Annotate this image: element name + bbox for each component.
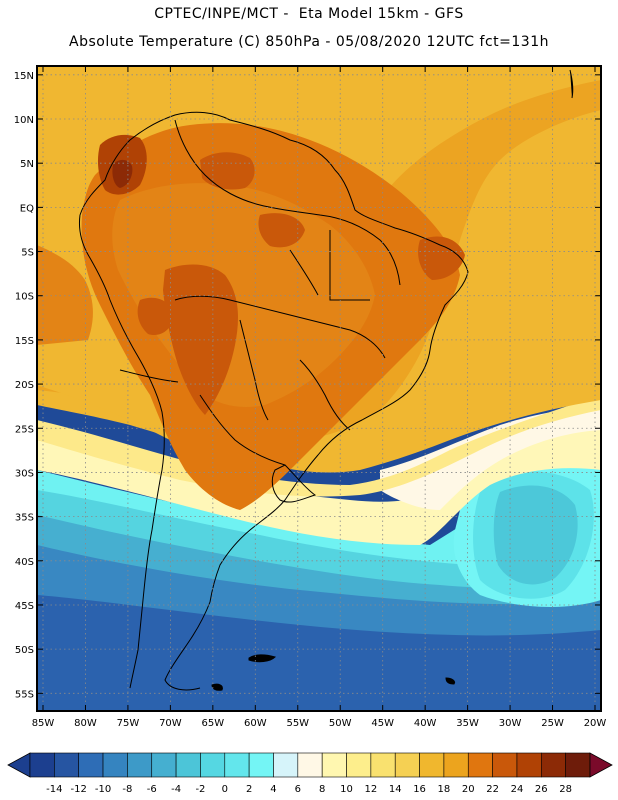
- colorbar-swatch: [370, 752, 396, 778]
- lon-label: 70W: [159, 718, 182, 729]
- lon-label: 30W: [499, 718, 522, 729]
- lon-label: 25W: [541, 718, 564, 729]
- colorbar-min-arrow: [7, 752, 31, 778]
- colorbar-label: -2: [195, 784, 205, 795]
- colorbar-label: 10: [340, 784, 353, 795]
- colorbar-swatch: [127, 752, 153, 778]
- colorbar-label: 8: [319, 784, 325, 795]
- colorbar-label: -12: [71, 784, 87, 795]
- lon-label: 20W: [584, 718, 607, 729]
- colorbar-label: 6: [295, 784, 301, 795]
- colorbar-swatch: [492, 752, 518, 778]
- colorbar-label: -6: [147, 784, 157, 795]
- lat-label: 10S: [15, 292, 34, 303]
- colorbar-swatch: [565, 752, 591, 778]
- colorbar-swatch: [443, 752, 469, 778]
- colorbar-label: 26: [535, 784, 548, 795]
- colorbar-label: 4: [270, 784, 276, 795]
- colorbar-label: -8: [122, 784, 132, 795]
- colorbar-swatch: [29, 752, 55, 778]
- colorbar-swatch: [346, 752, 372, 778]
- colorbar-swatch: [419, 752, 445, 778]
- colorbar-swatch: [394, 752, 420, 778]
- colorbar-label: -14: [46, 784, 62, 795]
- lat-label: 15S: [15, 336, 34, 347]
- colorbar-swatch: [54, 752, 79, 778]
- lat-label: 50S: [15, 645, 34, 656]
- colorbar-swatch: [297, 752, 323, 778]
- colorbar-swatch: [200, 752, 226, 778]
- lat-label: 45S: [15, 601, 34, 612]
- lat-label: 20S: [15, 380, 34, 391]
- lat-label: 5N: [20, 159, 34, 170]
- colorbar-label: 2: [246, 784, 252, 795]
- lon-label: 35W: [456, 718, 479, 729]
- lat-label: 55S: [15, 689, 34, 700]
- colorbar-labels: -14 -12 -10 -8 -6 -4 -2 0 2 4 6 8 10 12 14 16 18 20 22 24 26…: [46, 784, 572, 795]
- colorbar-label: 18: [438, 784, 451, 795]
- colorbar-swatch: [78, 752, 104, 778]
- colorbar-label: 28: [559, 784, 572, 795]
- map-title-line1: CPTEC/INPE/MCT - Eta Model 15km - GFS: [154, 6, 464, 22]
- lon-label: 75W: [117, 718, 140, 729]
- colorbar-swatch: [224, 752, 250, 778]
- colorbar-label: 24: [511, 784, 524, 795]
- colorbar: [7, 752, 613, 778]
- lon-label: 50W: [329, 718, 352, 729]
- map-title-line2: Absolute Temperature (C) 850hPa - 05/08/…: [69, 34, 549, 50]
- colorbar-label: 12: [365, 784, 378, 795]
- colorbar-swatch: [175, 752, 201, 778]
- colorbar-swatch: [248, 752, 274, 778]
- lat-label: 35S: [15, 513, 34, 524]
- coastlines: [79, 111, 469, 691]
- colorbar-label: 0: [222, 784, 228, 795]
- colorbar-swatch: [102, 752, 128, 778]
- lon-label: 65W: [202, 718, 225, 729]
- lat-label: 40S: [15, 557, 34, 568]
- colorbar-swatch: [516, 752, 542, 778]
- map-frame: [36, 65, 602, 712]
- temperature-field: [37, 66, 601, 711]
- lon-label: 85W: [32, 718, 55, 729]
- lat-label: 30S: [15, 468, 34, 479]
- colorbar-label: 16: [413, 784, 426, 795]
- colorbar-label: -10: [95, 784, 111, 795]
- lon-label: 80W: [74, 718, 97, 729]
- lat-label: 15N: [14, 71, 34, 82]
- colorbar-swatch: [467, 752, 493, 778]
- colorbar-label: -4: [171, 784, 181, 795]
- colorbar-swatch: [273, 752, 299, 778]
- colorbar-label: 20: [462, 784, 475, 795]
- colorbar-swatch: [541, 752, 566, 778]
- colorbar-label: 14: [389, 784, 402, 795]
- lat-label: 25S: [15, 424, 34, 435]
- latitude-labels: 15N 10N 5N EQ 5S 10S 15S 20S 25S 30S 35S 40S 45S 50S 5…: [14, 71, 34, 700]
- colorbar-swatch: [321, 752, 347, 778]
- lon-label: 45W: [371, 718, 394, 729]
- longitude-labels: 85W 80W 75W 70W 65W 60W 55W 50W 45W 40W 35W 30W 25W 2…: [32, 718, 607, 729]
- lon-label: 55W: [286, 718, 309, 729]
- lat-label: 5S: [21, 248, 34, 259]
- colorbar-swatch: [151, 752, 177, 778]
- lat-label: EQ: [20, 203, 34, 214]
- colorbar-label: 22: [486, 784, 499, 795]
- lon-label: 40W: [414, 718, 437, 729]
- colorbar-max-arrow: [589, 752, 613, 778]
- lat-label: 10N: [14, 115, 34, 126]
- lon-label: 60W: [244, 718, 267, 729]
